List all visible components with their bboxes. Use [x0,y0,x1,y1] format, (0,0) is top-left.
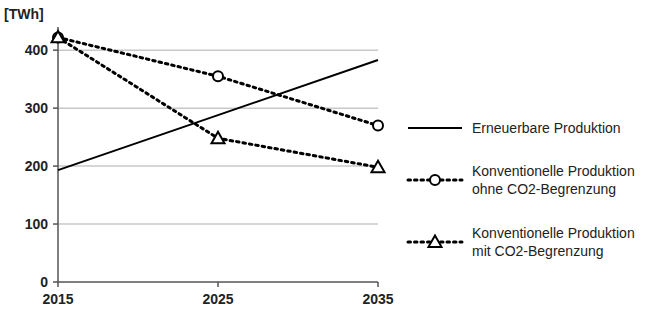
series-marker [212,132,225,143]
grid-line [58,49,378,51]
y-tick-label: 200 [25,158,49,174]
series-line [58,37,378,167]
x-tick [217,282,219,287]
series-marker [52,31,65,42]
y-tick-label: 300 [25,100,49,116]
legend-line: mit CO2-Begrenzung [472,243,604,259]
series-marker [372,161,385,172]
x-tick-label: 2025 [202,291,233,307]
y-axis [57,27,59,282]
legend-label: Erneuerbare Produktion [472,120,621,136]
grid-line [58,165,378,167]
series-marker [213,71,223,81]
y-tick-label: 0 [40,274,48,290]
x-tick-label: 2035 [362,291,393,307]
series-marker [373,121,383,131]
grid-line [58,107,378,109]
legend-line: Konventionelle Produktion [472,225,635,241]
legend-line: ohne CO2-Begrenzung [472,181,616,197]
y-tick [53,165,58,167]
chart: 0 100 200 300 400 2015 2025 2035 [TWh] Erneuerbar… [0,0,660,327]
y-tick-label: 400 [25,42,49,58]
series-line [58,60,378,170]
x-tick [57,282,59,287]
legend-line: Erneuerbare Produktion [472,120,621,136]
y-axis-label: [TWh] [4,6,44,22]
series-line [58,37,378,125]
legend-marker [429,236,442,247]
x-tick-label: 2015 [42,291,73,307]
legend-label: Konventionelle Produktion ohne CO2-Begren… [472,163,635,197]
grid-line [58,223,378,225]
y-tick [53,107,58,109]
plot-area [52,31,385,172]
legend-marker [430,175,440,185]
x-tick [377,282,379,287]
legend-label: Konventionelle Produktion mit CO2-Begrenz… [472,225,635,259]
legend-swatch [408,127,462,129]
y-tick [53,49,58,51]
y-tick [53,223,58,225]
y-tick-label: 100 [25,216,49,232]
legend-line: Konventionelle Produktion [472,163,635,179]
